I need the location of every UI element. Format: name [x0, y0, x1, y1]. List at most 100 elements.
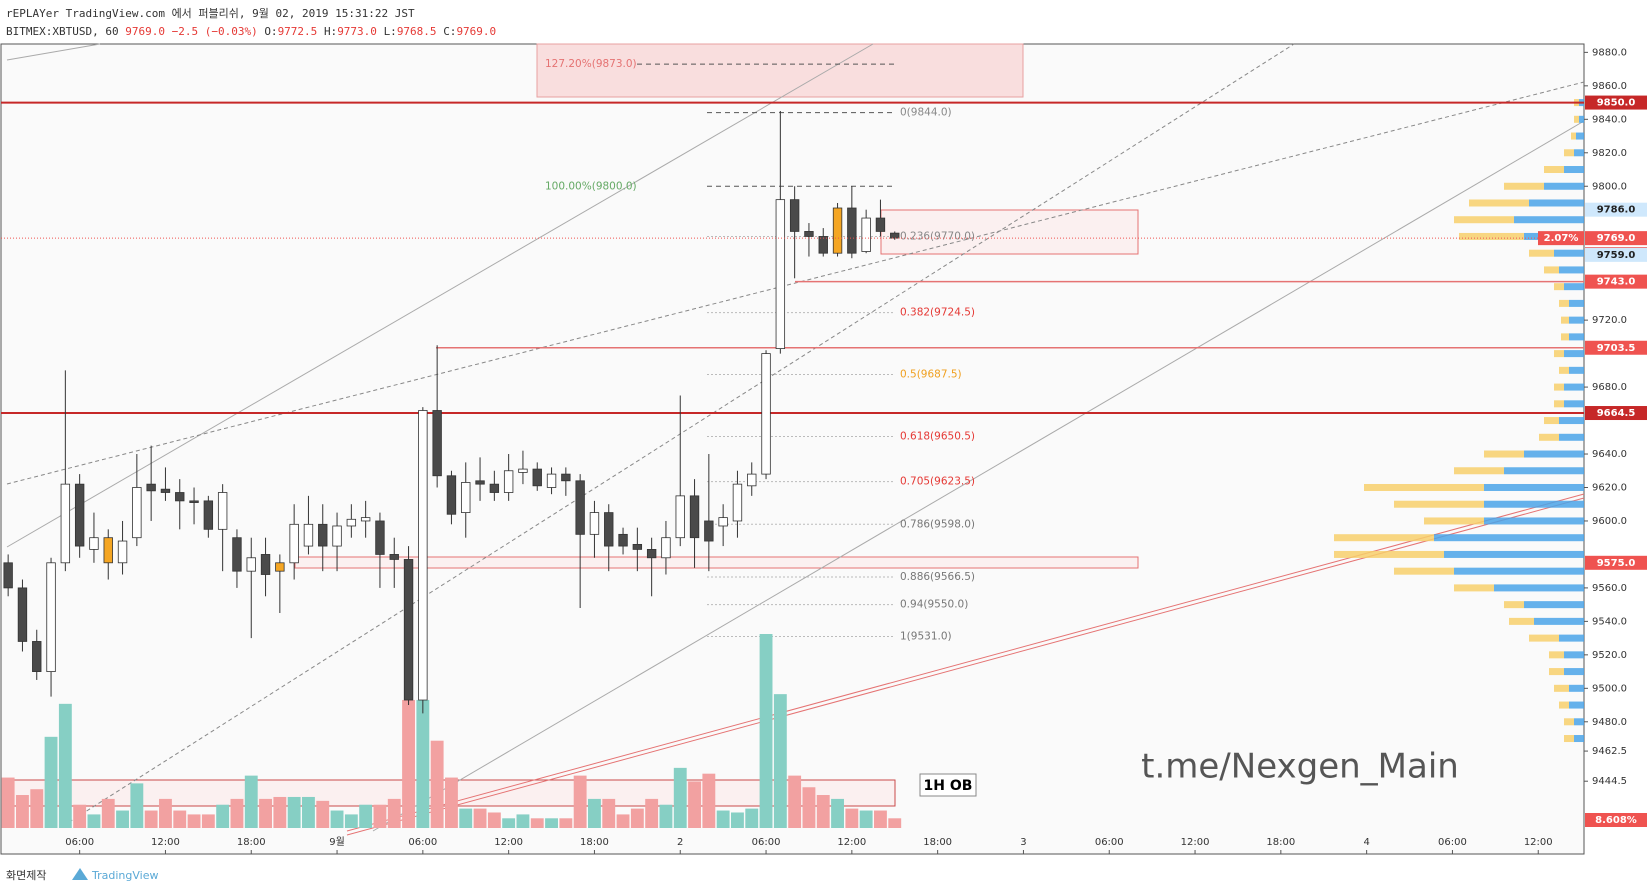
profile-down [1534, 617, 1584, 625]
volume-bar [216, 804, 230, 828]
profile-up [1559, 366, 1569, 374]
candle-body [389, 554, 399, 560]
symbol: BITMEX:XBTUSD, 60 [6, 25, 119, 38]
price-label: 9786.0 [1597, 205, 1636, 216]
profile-up [1394, 500, 1484, 508]
price-label-bg [1585, 231, 1647, 246]
price-label-bg [1585, 274, 1647, 289]
candle-body [32, 641, 42, 672]
volume-bar [330, 810, 344, 828]
profile-up [1364, 483, 1484, 491]
x-tick-label: 06:00 [65, 837, 94, 848]
profile-up [1454, 216, 1514, 224]
price-label: 9759.0 [1597, 250, 1636, 261]
y-tick-label: 9462.5 [1592, 746, 1627, 757]
profile-up [1484, 450, 1524, 458]
candle-body [675, 495, 685, 539]
x-tick-label: 06:00 [1095, 837, 1124, 848]
candle-body [518, 468, 528, 473]
profile-down [1569, 333, 1584, 341]
candle-body [3, 562, 13, 589]
y-tick-label: 9640.0 [1592, 449, 1627, 460]
y-tick-label: 9620.0 [1592, 482, 1627, 493]
profile-down [1484, 500, 1584, 508]
profile-down [1494, 584, 1584, 592]
profile-up [1554, 350, 1564, 358]
volume-pct: 8.608% [1595, 815, 1637, 826]
volume-bar [716, 810, 730, 828]
candle-body [375, 520, 385, 555]
candle-body [789, 199, 800, 232]
volume-bar [859, 810, 873, 828]
candle-body [890, 232, 900, 239]
candle-body [804, 231, 814, 237]
candle-body [761, 353, 771, 475]
volume-bar [44, 736, 58, 828]
x-tick-label: 12:00 [151, 837, 180, 848]
profile-down [1559, 266, 1584, 274]
candle-body [503, 470, 514, 493]
profile-up [1554, 283, 1564, 291]
y-tick-label: 9880.0 [1592, 47, 1627, 58]
volume-bar [445, 777, 458, 828]
candle-body [146, 483, 156, 492]
candle-body [46, 562, 56, 672]
volume-bar [816, 795, 830, 828]
profile-down [1434, 534, 1584, 542]
profile-down [1564, 651, 1584, 659]
profile-down [1484, 517, 1584, 525]
y-tick-label: 9540.0 [1592, 616, 1627, 627]
header-ohlc: BITMEX:XBTUSD, 60 9769.0 −2.5 (−0.03%) O… [6, 25, 496, 38]
profile-up [1394, 567, 1454, 575]
profile-down [1444, 550, 1584, 558]
c: 9769.0 [456, 25, 496, 38]
brand-logo [72, 868, 88, 880]
profile-down [1484, 483, 1584, 491]
profile-up [1571, 132, 1576, 140]
candle-body [732, 483, 743, 522]
candle-body [775, 199, 786, 349]
volume-bar [573, 775, 587, 828]
profile-up [1561, 333, 1569, 341]
profile-up [1424, 517, 1484, 525]
price-label: 9575.0 [1597, 558, 1636, 569]
volume-bar [287, 796, 301, 828]
volume-bar [645, 798, 659, 828]
volume-bar [430, 740, 444, 828]
candle-body [718, 517, 728, 527]
volume-bar [116, 810, 129, 828]
fib-label: 0.705(9623.5) [900, 476, 975, 488]
volume-bar [759, 634, 773, 828]
footer-brand: TradingView [91, 869, 158, 882]
candle-body [818, 236, 828, 254]
box-label: 1H OB [924, 778, 973, 794]
profile-up [1529, 249, 1554, 257]
l: 9768.5 [397, 25, 437, 38]
candle-body [546, 473, 557, 488]
h-label: H: [324, 25, 337, 38]
price-label-bg [1585, 406, 1647, 421]
header-title: rEPLAYer TradingView.com 에서 퍼블리쉬, 9월 02,… [6, 7, 415, 20]
y-tick-label: 9820.0 [1592, 148, 1627, 159]
volume-bar [273, 796, 287, 828]
candle-body [561, 473, 571, 482]
x-tick-label: 9월 [329, 836, 345, 848]
y-tick-label: 9480.0 [1592, 717, 1627, 728]
profile-up [1549, 651, 1564, 659]
candle-body [832, 207, 843, 254]
candle-body [132, 487, 142, 539]
candle-body [203, 500, 214, 530]
profile-down [1559, 417, 1584, 425]
fib-label: 0.236(9770.0) [900, 230, 975, 242]
candle-body [875, 217, 886, 232]
x-tick-label: 18:00 [923, 837, 952, 848]
fib-extension-box [536, 43, 1024, 98]
volume-bar [530, 818, 544, 828]
profile-down [1569, 316, 1584, 324]
x-tick-label: 18:00 [1266, 837, 1295, 848]
volume-bar [831, 798, 844, 828]
candle-body [446, 475, 457, 515]
trend-line [6, 81, 1585, 485]
volume-bar [630, 808, 644, 828]
trend-line [372, 120, 1585, 832]
